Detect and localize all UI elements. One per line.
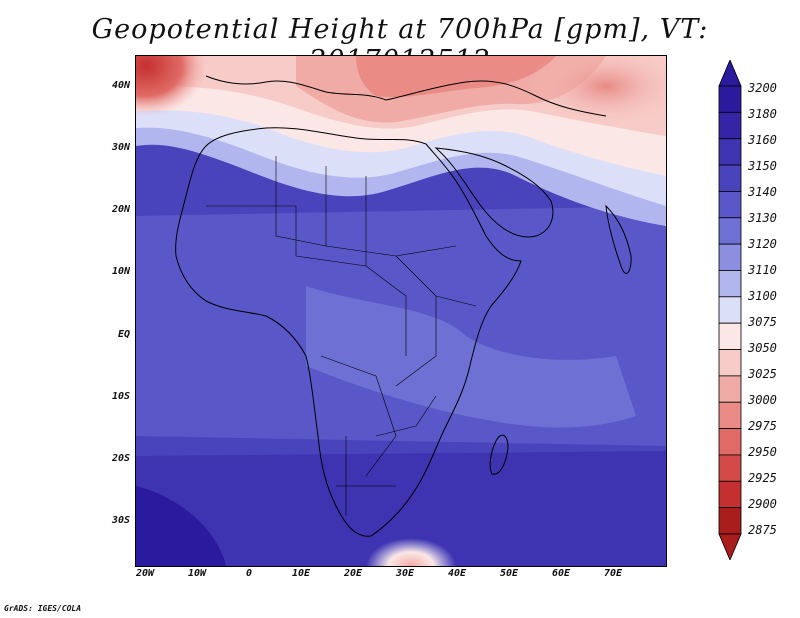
colorbar-label: 3130 [748,211,777,225]
contour-3180-southwest [136,486,226,566]
colorbar-label: 3025 [748,367,777,381]
colorbar-label: 2925 [748,471,777,485]
lat-label: 10N [111,266,130,277]
colorbar-swatch [718,507,742,535]
lat-label: 40N [111,80,130,91]
lon-label: 60E [551,568,571,579]
contour-3000 [356,56,556,98]
colorbar-swatch [718,111,742,140]
lon-label: 10W [187,568,207,579]
colorbar-swatch [718,349,742,377]
colorbar-swatch [718,191,742,219]
lat-label: 20S [111,453,130,464]
colorbar-arrow-top [718,60,742,87]
lon-label: 50E [499,568,519,579]
lat-label: 10S [111,391,130,402]
colorbar-label: 3150 [748,159,777,173]
colorbar-label: 2900 [748,497,777,511]
lon-label: 70E [603,568,623,579]
colorbar-label: 3200 [748,81,777,95]
colorbar-swatch [718,164,742,192]
colorbar-swatch [718,322,742,350]
colorbar-label: 3100 [748,289,777,303]
colorbar-label: 2875 [748,523,777,537]
colorbar-swatch [718,454,742,482]
lon-label: 10E [291,568,311,579]
colorbar-swatch [718,375,742,403]
credit-text: GrADS: IGES/COLA [4,604,82,613]
lon-label: 20W [135,568,155,579]
colorbar-swatch [718,85,742,113]
lon-label: 20E [343,568,363,579]
contour-northeast [526,56,666,126]
lat-label: 30S [111,515,130,526]
lat-label: 30N [111,142,130,153]
colorbar-swatch [718,138,742,166]
colorbar-label: 2975 [748,419,777,433]
geopotential-field [136,56,666,566]
colorbar-label: 3110 [748,263,777,277]
lat-label: 20N [111,204,130,215]
country-borders [206,156,477,516]
lon-label: 30E [395,568,415,579]
colorbar-swatch [718,480,742,509]
colorbar [718,60,742,560]
lon-label: 40E [447,568,467,579]
colorbar-swatch [718,217,742,245]
colorbar-arrow-bottom [718,533,742,560]
contour-south-anomaly [366,538,456,566]
colorbar-label: 3180 [748,107,777,121]
lon-label: 0 [245,568,253,579]
lat-label: EQ [117,329,130,340]
contour-3130 [306,286,636,428]
map-plot-area [135,55,667,567]
contour-low-northwest [136,56,206,116]
colorbar-swatch [718,243,742,271]
colorbar-label: 3140 [748,185,777,199]
colorbar-swatch [718,428,742,456]
colorbar-label: 3050 [748,341,777,355]
colorbar-swatch [718,296,742,324]
contour-3160-south [136,451,666,566]
colorbar-label: 3120 [748,237,777,251]
colorbar-label: 3000 [748,393,777,407]
colorbar-label: 2950 [748,445,777,459]
colorbar-swatch [718,270,742,298]
colorbar-label: 3160 [748,133,777,147]
colorbar-swatch [718,401,742,429]
colorbar-label: 3075 [748,315,777,329]
coastlines [175,75,632,537]
